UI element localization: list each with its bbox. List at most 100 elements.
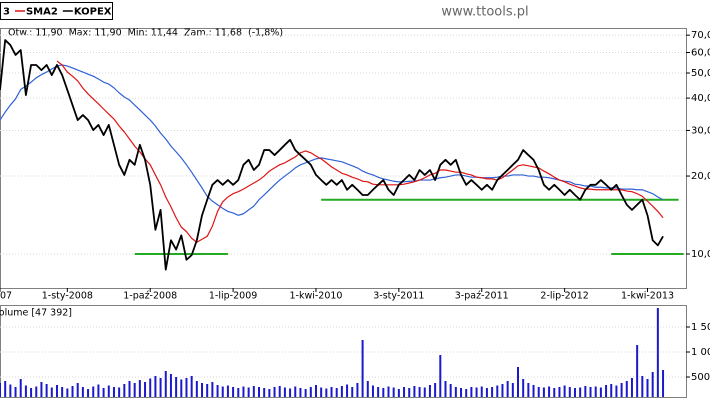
x-tick-label: 2-lip-2012 [540,291,588,302]
volume-bar [226,385,229,397]
volume-bar [97,384,100,397]
volume-bar [444,381,447,397]
volume-bar [102,388,105,397]
volume-bar [133,383,136,397]
x-tick-label: 3-sty-2011 [373,291,424,302]
volume-bar [542,387,545,397]
volume-bar [164,371,167,397]
volume-bar [61,387,64,397]
volume-bar [418,387,421,397]
volume-bar [439,355,442,397]
volume-bar [263,388,266,397]
volume-bar [123,384,126,397]
volume-bar [413,386,416,397]
volume-bar [128,381,131,397]
volume-bar [314,385,317,397]
volume-bar [9,384,12,397]
volume-bar [460,388,463,397]
legend-label: SMA2 [26,7,58,18]
volume-bar [66,388,69,397]
volume-bar [242,386,245,397]
x-tick-label: 07 [0,291,12,302]
x-tick-label: 1-kwi-2013 [621,291,674,302]
volume-bar [615,385,618,397]
volume-bar [40,382,43,397]
volume-bar [35,386,38,397]
volume-bar [190,376,193,397]
volume-bar [392,387,395,397]
volume-bar [221,386,224,397]
volume-bar [532,385,535,397]
volume-bar [335,388,338,397]
volume-bar [594,386,597,397]
volume-bar [630,378,633,397]
volume-bar [216,385,219,397]
volume-bar [92,386,95,397]
volume-bar [87,389,90,397]
volume-bar [81,387,84,397]
volume-bar [527,383,530,397]
volume-bar [610,384,613,397]
volume-bar [45,384,48,397]
volume-bar [206,384,209,397]
volume-bar [449,384,452,397]
volume-bar [237,388,240,397]
volume-bar [366,381,369,397]
volume-bar [247,387,250,397]
volume-bar [289,388,292,397]
legend-label: 3 [3,7,10,18]
volume-bar [195,381,198,397]
volume-bar [620,383,623,397]
series-line [0,64,664,216]
volume-bar [599,387,602,397]
y-tick-label: 30,0 [691,125,710,136]
y-tick-label: 40,0 [691,93,710,104]
volume-bar [330,387,333,397]
volume-bar [346,384,349,397]
volume-bar [558,387,561,397]
volume-bar [149,378,152,397]
volume-bar [589,387,592,397]
volume-bar [294,386,297,397]
volume-bar [201,383,204,397]
volume-bar [118,387,121,397]
x-tick-label: 3-paź-2011 [455,291,509,302]
volume-bar [252,386,255,397]
volume-bar [485,388,488,397]
volume-bar [651,372,654,397]
volume-bar [522,379,525,397]
x-tick-label: 1-kwi-2010 [289,291,342,302]
volume-bar [351,387,354,397]
volume-bar [361,340,364,397]
y-tick-label: 20,0 [691,171,710,182]
volume-bar [636,345,639,397]
volume-bar [232,387,235,397]
volume-bar [138,380,141,397]
volume-bar [511,383,514,397]
volume-bar [563,385,566,397]
volume-bar [154,376,157,397]
volume-y-tick-label: 500 [691,372,710,383]
x-tick-label: 1-paź-2008 [123,291,177,302]
volume-bar [144,382,147,397]
volume-bar [517,367,519,397]
volume-bar [501,384,504,397]
volume-label: Volume [47 392] [0,308,72,319]
volume-bar [180,379,183,397]
volume-bar [268,389,271,397]
volume-bar [428,385,431,397]
volume-bar [0,383,1,397]
volume-bar [480,386,483,397]
volume-bar [382,388,385,397]
volume-bar [50,387,53,397]
volume-bar [304,389,307,397]
y-tick-label: 60,0 [691,47,710,58]
volume-bar [55,385,58,397]
volume-bar [403,387,406,397]
volume-bar [107,385,110,397]
volume-bar [470,387,473,397]
volume-bar [506,381,509,397]
x-tick-label: 1-sty-2008 [42,291,93,302]
volume-y-tick-label: 1 000 [691,347,710,358]
